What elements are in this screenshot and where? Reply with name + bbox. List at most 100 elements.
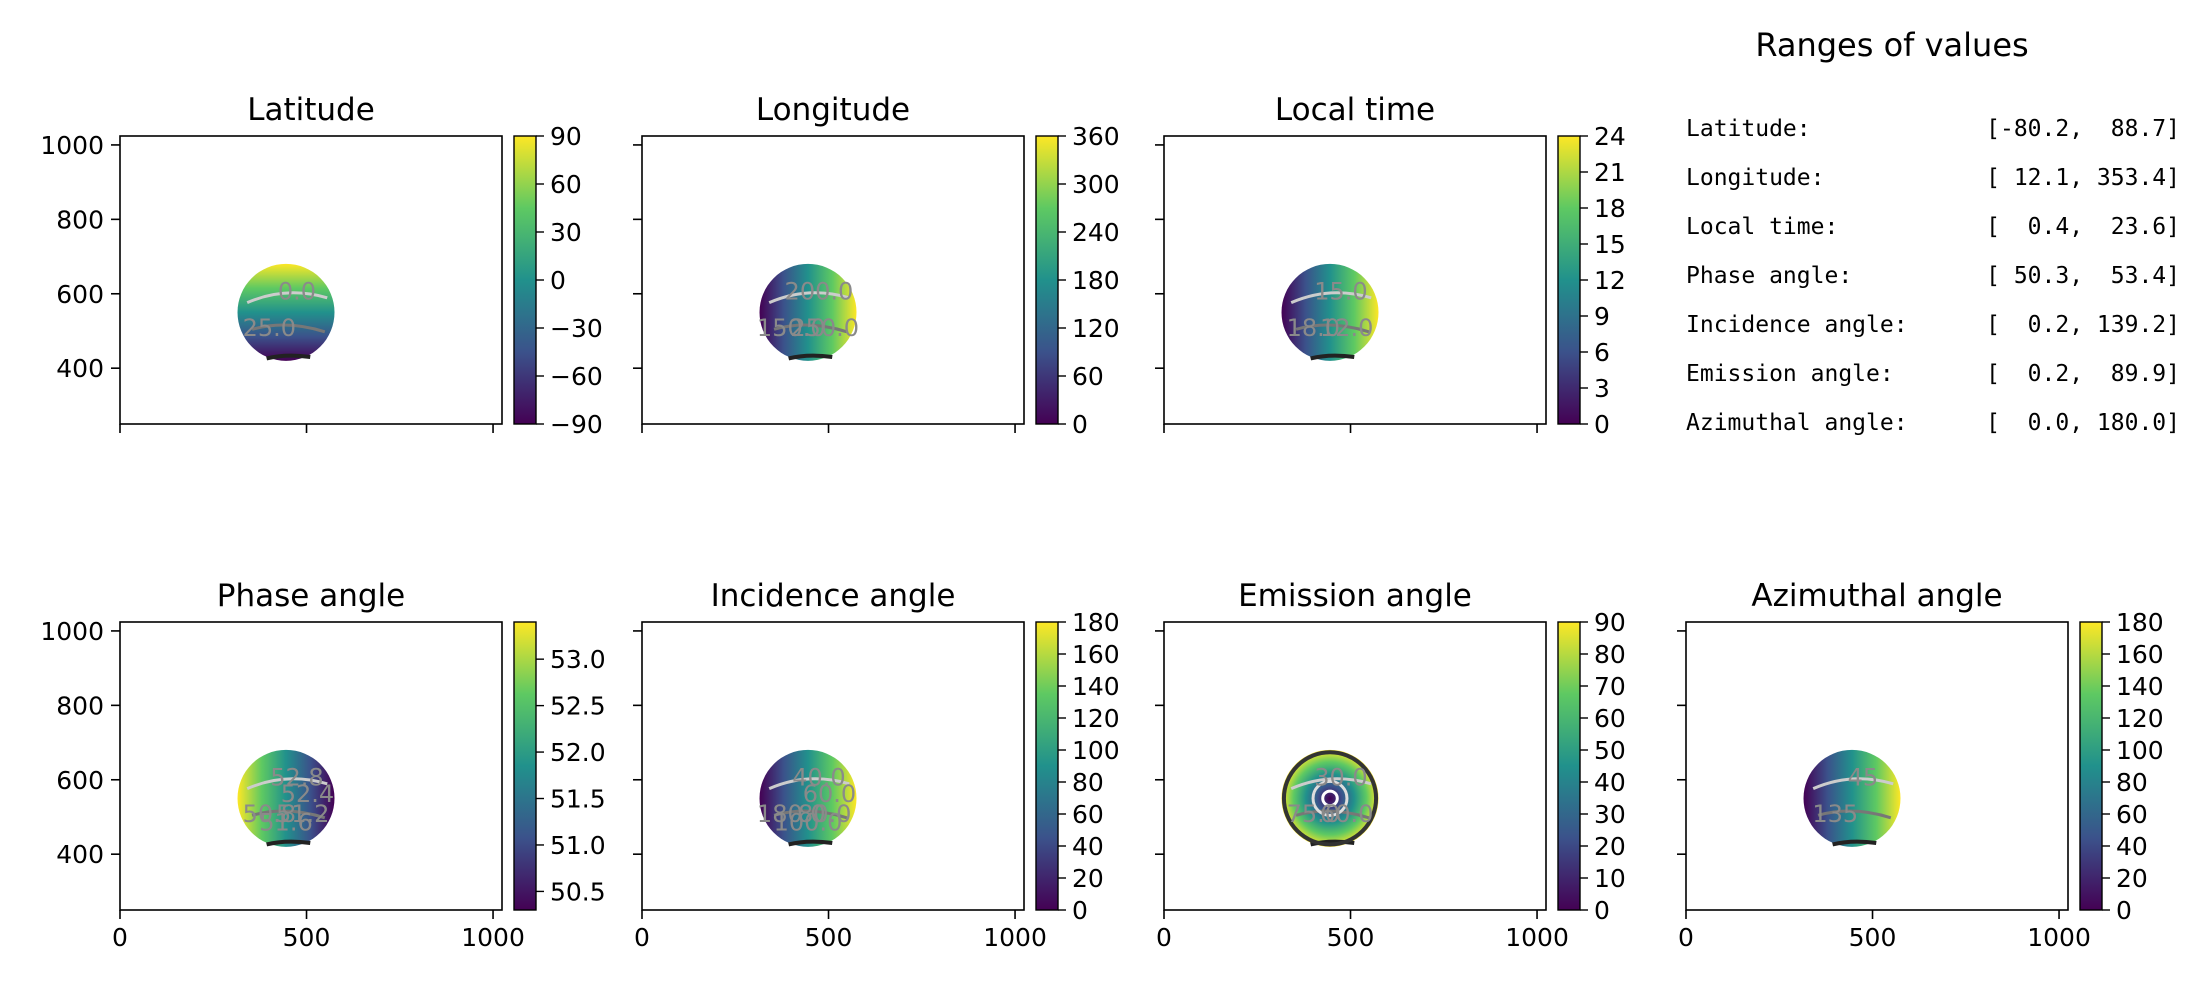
colorbar-tick-label: 180 [1072,266,1120,295]
disk-image [237,263,335,361]
chart-title: Azimuthal angle [1751,578,2002,614]
colorbar-tick-label: 100 [1072,736,1120,765]
x-tick-label: 0 [1678,923,1694,952]
colorbar-tick-label: 21 [1594,158,1626,187]
axes-frame [1163,621,1547,911]
ranges-panel: Ranges of values Latitude: [-80.2, 88.7]L… [1686,26,2180,436]
contour-label: 200.0 [785,277,854,305]
colorbar-tick-label: −60 [550,362,603,391]
range-name: Latitude: [1686,116,1811,142]
x-tick-label: 500 [1849,923,1897,952]
colorbar [1035,621,1059,911]
contour-line [1295,323,1370,334]
colorbar-tick-label: 40 [1594,768,1626,797]
chart-title: Local time [1275,92,1435,128]
range-name: Emission angle: [1686,361,1894,387]
chart-panel-emission-angle: Emission angle 30.0 60.075.0 0 500 1000 0 10 20 3… [1155,578,1626,952]
x-tick-label: 1000 [983,923,1047,952]
y-tick-label: 600 [56,766,104,795]
colorbar-tick-label: 24 [1594,122,1626,151]
contour-label: 150.0 [757,314,826,342]
contour-line [773,323,848,334]
contour-line [1310,353,1355,361]
colorbar-tick-label: 60 [1594,704,1626,733]
colorbar-tick-label: 20 [1594,832,1626,861]
x-tick-label: 0 [1156,923,1172,952]
chart-title: Longitude [756,92,910,128]
colorbar-tick-label: 0 [1072,410,1088,439]
contour-label: 180.0 [757,800,826,828]
contour-label: 50.8 [243,800,296,828]
disk-image [1803,749,1901,847]
ranges-title: Ranges of values [1755,26,2028,64]
colorbar-tick-label: 360 [1072,122,1120,151]
contour-lines [768,291,850,361]
contour-line [1290,777,1372,791]
colorbar-tick-label: 30 [1594,800,1626,829]
disk-image [1281,749,1379,847]
y-tick-label: 1000 [40,131,104,160]
colorbar-tick-label: 12 [1594,266,1626,295]
colorbar-tick-label: 70 [1594,672,1626,701]
range-name: Longitude: [1686,165,1824,191]
colorbar-tick-label: 52.0 [550,738,606,767]
x-tick-label: 0 [112,923,128,952]
contour-line [788,839,833,847]
contour-label: 75.0 [1287,800,1340,828]
chart-title: Incidence angle [711,578,956,614]
x-tick-label: 500 [805,923,853,952]
x-tick-label: 1000 [461,923,525,952]
contour-labels: 0.0 25.0 [243,277,316,342]
colorbar-tick-label: 90 [550,122,582,151]
contour-line [246,777,328,791]
y-tick-label: 800 [56,691,104,720]
contour-label: 18.0 [1287,314,1340,342]
contour-label: 40.0 [792,763,845,791]
axes-frame [641,135,1025,425]
contour-line [266,353,311,361]
contour-label: 52.4 [281,780,334,808]
colorbar [513,621,537,911]
y-tick-label: 600 [56,280,104,309]
x-tick-label: 1000 [1505,923,1569,952]
colorbar-tick-label: 90 [1594,608,1626,637]
contour-lines [246,291,328,361]
range-name: Phase angle: [1686,263,1852,289]
contour-label: 30.0 [1314,763,1367,791]
chart-title: Emission angle [1238,578,1472,614]
colorbar-tick-label: 18 [1594,194,1626,223]
contour-label: 15.0 [1314,277,1367,305]
contour-labels: 52.852.451.251.650.8 [243,763,335,836]
colorbar-tick-label: 180 [1072,608,1120,637]
colorbar-tick-label: 80 [1072,768,1104,797]
contour-label: 250.0 [790,314,859,342]
y-tick-label: 400 [56,840,104,869]
colorbar-tick-label: 160 [2116,640,2164,669]
axes-frame [119,621,503,911]
colorbar-tick-label: 52.5 [550,692,606,721]
colorbar-tick-label: 51.0 [550,831,606,860]
y-tick-label: 800 [56,205,104,234]
range-value: [ 0.2, 89.9] [1986,361,2180,387]
colorbar-tick-label: 240 [1072,218,1120,247]
contour-labels: 15.0 12.018.0 [1287,277,1374,342]
chart-title: Phase angle [217,578,405,614]
chart-panel-local-time: Local time 15.0 12.018.0 0 3 6 9 12 15 18 21 24 [1155,92,1626,439]
contour-line [246,291,328,305]
contour-line [1290,291,1372,305]
disk-image [759,749,857,847]
colorbar-tick-label: 50.5 [550,877,606,906]
colorbar [2079,621,2103,911]
axes-frame [119,135,503,425]
colorbar-tick-label: 100 [2116,736,2164,765]
range-name: Incidence angle: [1686,312,1908,338]
contour-line [1321,789,1339,808]
chart-title: Latitude [247,92,375,128]
contour-lines [1281,750,1379,847]
